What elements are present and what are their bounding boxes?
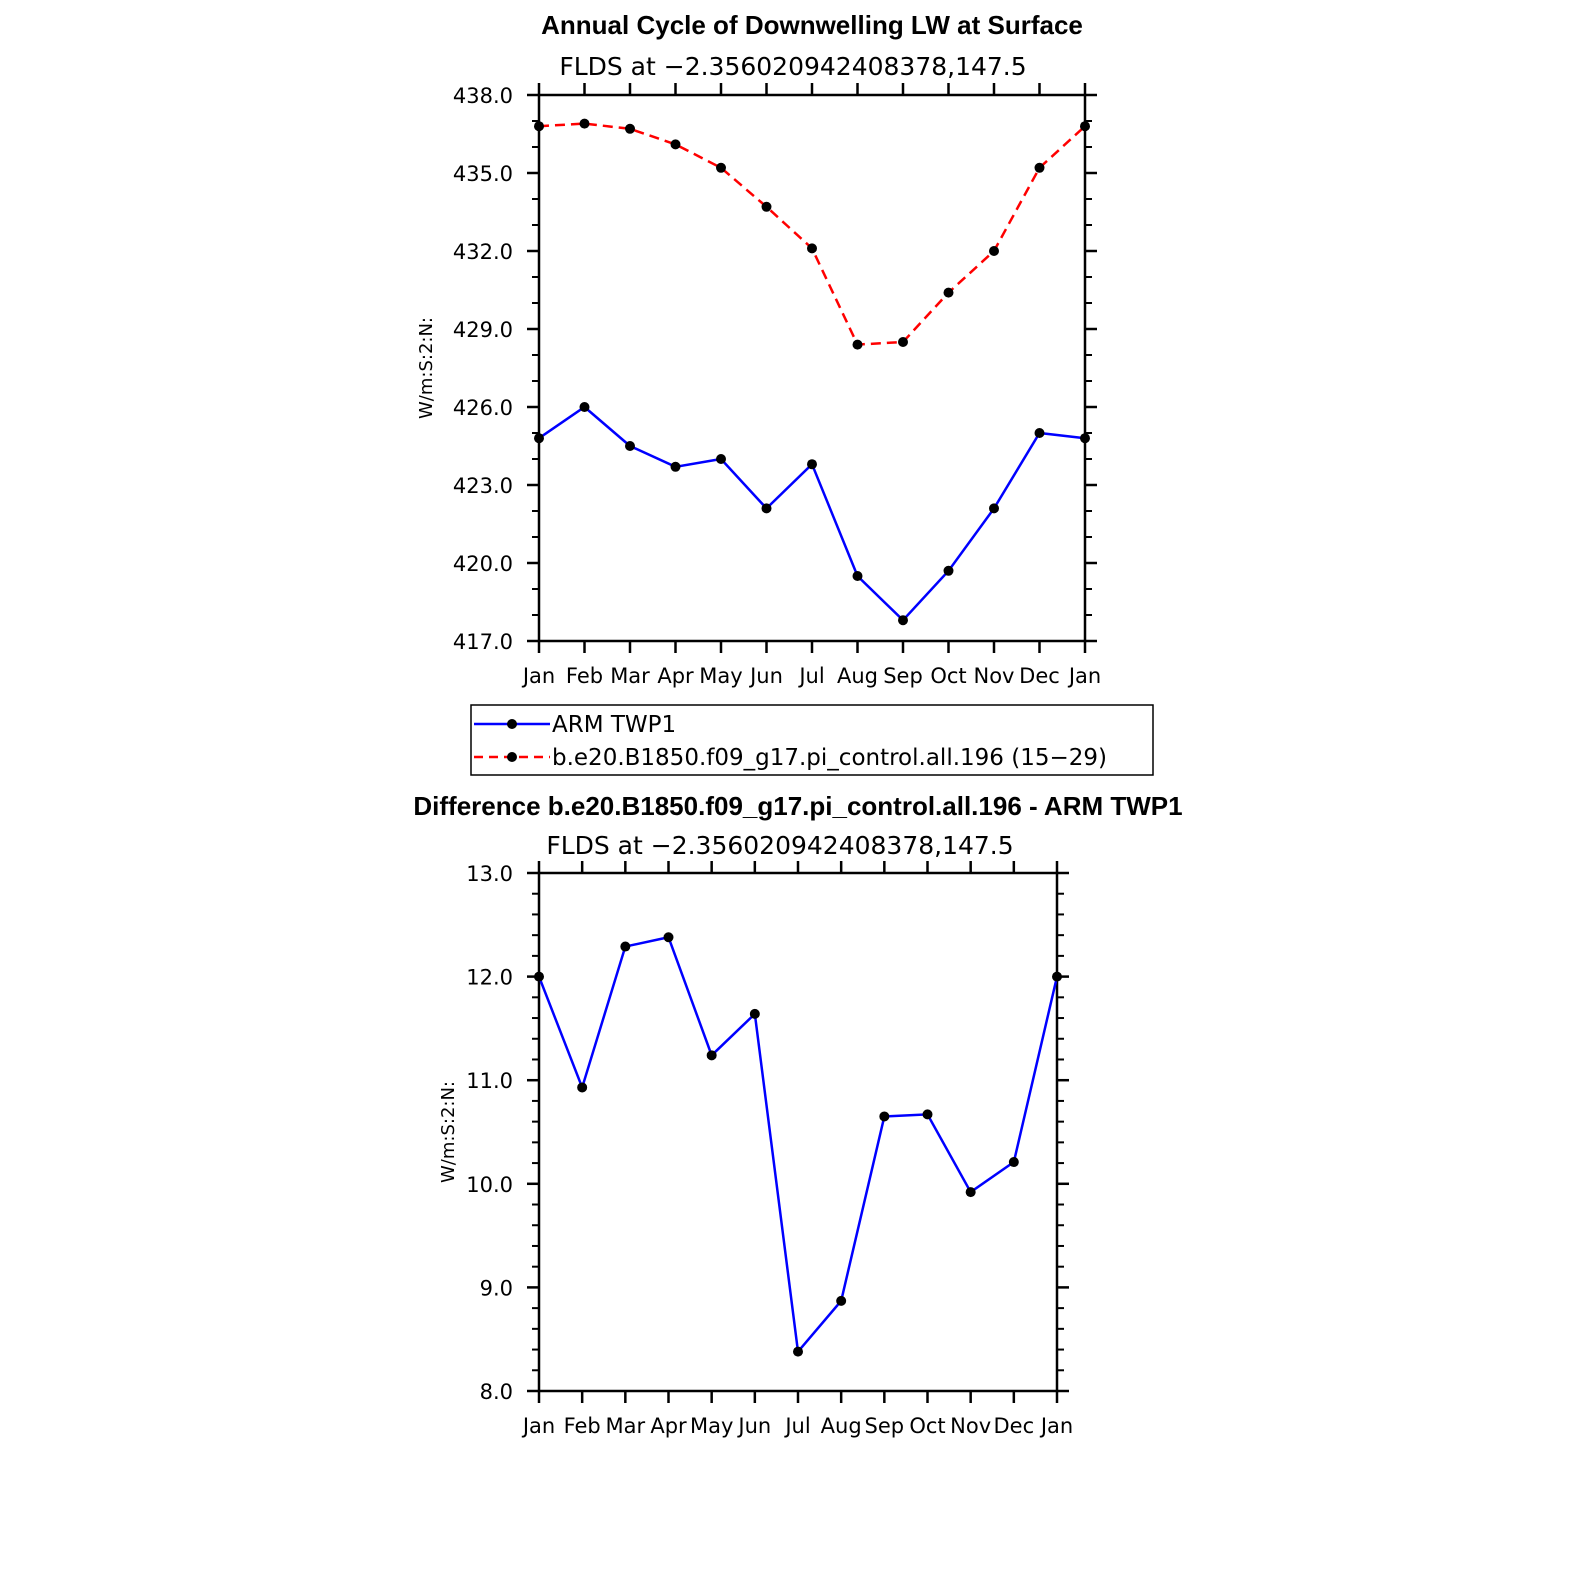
x-tick-label: Oct <box>909 1414 945 1438</box>
data-point <box>989 503 999 514</box>
x-tick-label: May <box>699 664 742 688</box>
x-tick-label: Oct <box>930 664 966 688</box>
y-tick-label: 432.0 <box>453 240 513 264</box>
annual-cycle-chart: Annual Cycle of Downwelling LW at Surfac… <box>416 10 1101 688</box>
data-point <box>534 971 544 982</box>
x-tick-label: Apr <box>657 664 694 688</box>
data-point <box>965 1187 976 1198</box>
y-tick-label: 8.0 <box>480 1380 513 1404</box>
x-tick-label: Jan <box>1039 1414 1073 1438</box>
legend-label-arm: ARM TWP1 <box>552 712 676 738</box>
plot-frame <box>537 871 1059 1393</box>
x-tick-label: Jun <box>736 1414 771 1438</box>
data-point <box>620 941 631 952</box>
data-point <box>943 287 954 298</box>
chart-subtitle: FLDS at −2.356020942408378,147.5 <box>559 52 1026 81</box>
y-tick-label: 420.0 <box>453 552 513 576</box>
data-point <box>761 503 772 514</box>
data-point <box>625 441 635 451</box>
x-tick-label: Sep <box>865 1414 905 1438</box>
data-point <box>670 461 681 472</box>
x-tick-label: Mar <box>606 1414 646 1438</box>
series-line-0 <box>538 405 1086 622</box>
y-tick-label: 426.0 <box>453 396 513 420</box>
data-point <box>1008 1157 1019 1168</box>
y-tick-label: 423.0 <box>453 474 513 498</box>
y-tick-label: 9.0 <box>480 1276 513 1300</box>
x-tick-label: Feb <box>566 664 603 688</box>
plot-frame <box>537 93 1087 643</box>
data-point <box>1080 433 1090 444</box>
data-point <box>577 1082 588 1093</box>
data-point <box>1052 971 1062 982</box>
data-point <box>989 246 999 256</box>
x-tick-label: Jul <box>797 664 824 688</box>
legend-marker-model <box>507 752 517 762</box>
y-tick-label: 11.0 <box>466 1069 513 1093</box>
y-axis-label: W/m:S:2:N: <box>438 1081 459 1183</box>
chart-title: Annual Cycle of Downwelling LW at Surfac… <box>541 10 1083 40</box>
x-tick-label: Dec <box>1019 664 1060 688</box>
legend-box <box>470 704 1154 776</box>
x-tick-label: Jan <box>1067 664 1101 688</box>
data-point <box>1034 162 1045 173</box>
data-point <box>534 433 544 444</box>
y-tick-label: 435.0 <box>453 162 513 186</box>
chart-title: Difference b.e20.B1850.f09_g17.pi_contro… <box>413 791 1182 821</box>
y-tick-label: 429.0 <box>453 318 513 342</box>
x-tick-label: Aug <box>837 664 878 688</box>
legend-marker-arm <box>507 719 517 729</box>
data-point <box>761 201 772 212</box>
data-point <box>793 1346 803 1357</box>
data-point <box>663 932 674 943</box>
data-point <box>579 118 590 129</box>
x-tick-label: Aug <box>821 1414 862 1438</box>
data-point <box>898 337 908 347</box>
x-tick-label: Apr <box>650 1414 687 1438</box>
y-tick-label: 13.0 <box>466 862 513 886</box>
data-point <box>534 121 544 132</box>
data-point <box>879 1111 890 1122</box>
x-tick-label: Feb <box>564 1414 601 1438</box>
x-tick-label: Jan <box>521 664 555 688</box>
data-point <box>898 615 908 626</box>
data-point <box>943 565 954 576</box>
series-line-0 <box>537 935 1059 1355</box>
data-point <box>579 402 590 412</box>
x-tick-label: Jan <box>521 1414 555 1438</box>
x-tick-label: Sep <box>883 664 923 688</box>
x-tick-label: Jun <box>748 664 783 688</box>
chart-subtitle: FLDS at −2.356020942408378,147.5 <box>546 831 1013 860</box>
data-point <box>706 1050 717 1061</box>
data-point <box>716 454 726 464</box>
y-axis-label: W/m:S:2:N: <box>416 317 437 419</box>
y-tick-label: 438.0 <box>453 84 513 108</box>
y-tick-label: 12.0 <box>466 966 513 990</box>
legend: ARM TWP1 b.e20.B1850.f09_g17.pi_control.… <box>470 704 1154 776</box>
data-point <box>1034 428 1045 438</box>
data-point <box>807 459 817 470</box>
data-point <box>716 162 726 173</box>
data-point <box>807 243 817 254</box>
x-tick-label: Nov <box>974 664 1015 688</box>
data-point <box>749 1008 760 1019</box>
y-tick-label: 10.0 <box>466 1173 513 1197</box>
legend-label-model: b.e20.B1850.f09_g17.pi_control.all.196 (… <box>552 745 1107 771</box>
x-tick-label: May <box>690 1414 733 1438</box>
data-point <box>836 1295 847 1306</box>
data-point <box>922 1109 933 1120</box>
y-tick-label: 417.0 <box>453 630 513 654</box>
data-point <box>625 123 635 134</box>
series-line-1 <box>538 122 1086 346</box>
x-tick-label: Mar <box>610 664 650 688</box>
data-point <box>1080 121 1090 132</box>
difference-chart: Difference b.e20.B1850.f09_g17.pi_contro… <box>413 791 1182 1438</box>
x-tick-label: Dec <box>994 1414 1035 1438</box>
data-point <box>852 339 863 350</box>
data-point <box>852 571 863 581</box>
x-tick-label: Jul <box>783 1414 810 1438</box>
x-tick-label: Nov <box>950 1414 991 1438</box>
data-point <box>670 139 681 150</box>
